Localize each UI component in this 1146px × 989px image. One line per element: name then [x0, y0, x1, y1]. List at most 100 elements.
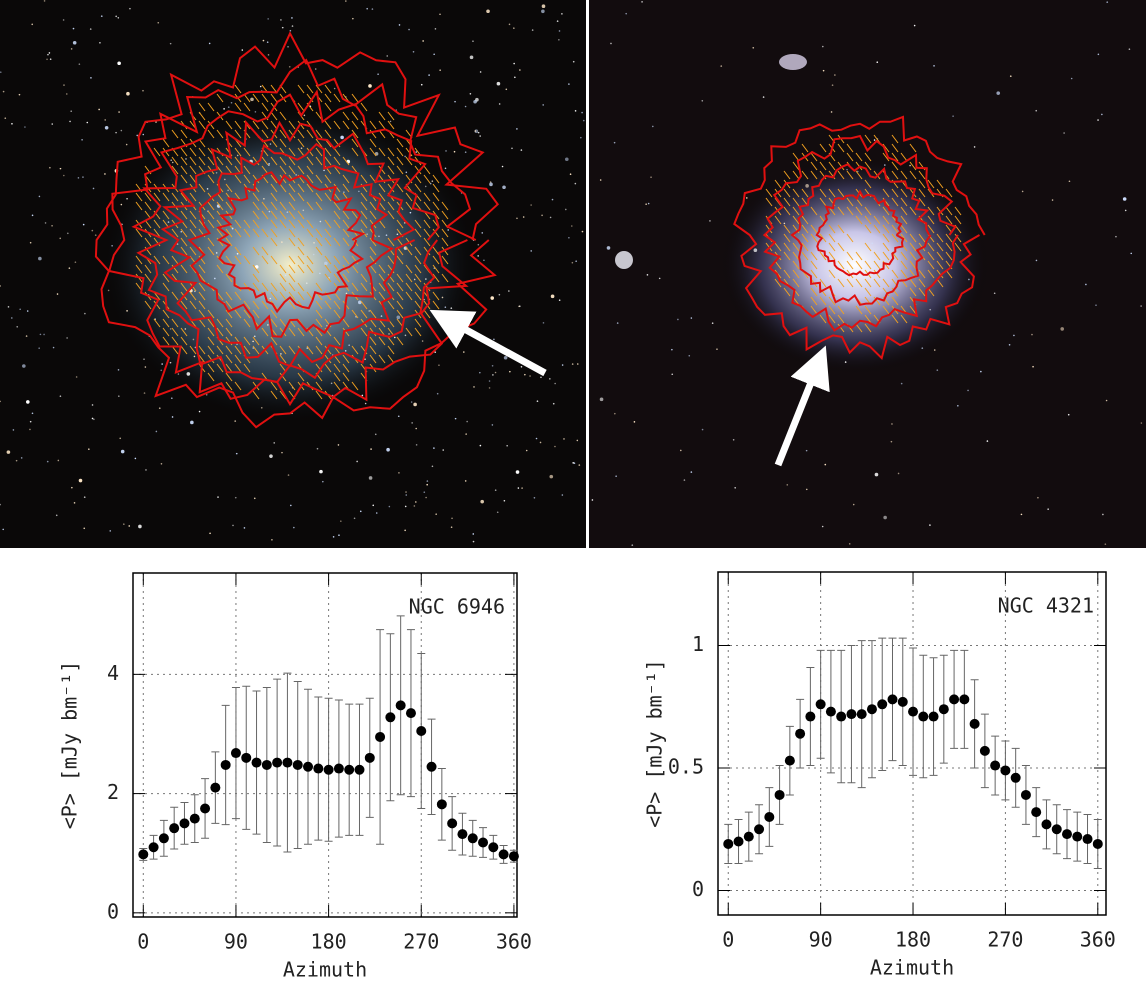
star [1122, 197, 1127, 201]
star [421, 340, 424, 342]
vector [144, 192, 152, 202]
y-tick-label: 2 [107, 780, 119, 804]
vector [792, 206, 800, 216]
vector [333, 219, 341, 229]
star [690, 317, 693, 319]
vector [864, 206, 872, 216]
star [1067, 413, 1070, 416]
vector [288, 201, 296, 211]
y-tick-label: 1 [692, 632, 704, 656]
point [508, 851, 519, 862]
vector [810, 296, 818, 306]
star [488, 387, 491, 389]
vector [180, 147, 188, 157]
star [6, 450, 11, 454]
vector [288, 237, 296, 247]
star [428, 74, 430, 76]
vector [333, 309, 341, 319]
vector [819, 188, 827, 198]
vector [819, 278, 827, 288]
vector [837, 314, 845, 324]
vector [801, 188, 809, 198]
vector [270, 336, 278, 346]
vector [270, 156, 278, 166]
point [323, 764, 334, 775]
vector [873, 224, 881, 234]
star [871, 242, 874, 245]
point [795, 728, 806, 739]
star [333, 87, 336, 90]
vector [297, 183, 305, 193]
star [439, 69, 441, 71]
star [501, 165, 504, 168]
vector [783, 242, 791, 252]
star [143, 358, 145, 361]
vector [900, 224, 908, 234]
star [78, 63, 81, 65]
vector [414, 255, 422, 265]
star [269, 143, 272, 145]
vector [396, 282, 404, 292]
star [1021, 190, 1024, 193]
star [444, 167, 447, 170]
star [613, 141, 616, 144]
star [82, 176, 84, 178]
vector [783, 269, 791, 279]
vector [810, 269, 818, 279]
star [442, 449, 445, 451]
vector [396, 255, 404, 265]
vector [180, 237, 188, 247]
star [542, 104, 544, 106]
vector [225, 255, 233, 265]
star [831, 84, 834, 86]
star [606, 246, 611, 250]
star [564, 157, 569, 162]
vector [864, 161, 872, 171]
star [524, 373, 526, 376]
x-tick-label: 270 [403, 930, 439, 954]
y-tick-label: 0 [107, 899, 119, 923]
vector [792, 161, 800, 171]
vector [162, 282, 170, 292]
vector [234, 363, 242, 373]
star [444, 306, 447, 309]
star [709, 220, 711, 222]
vector [243, 300, 251, 310]
vector [234, 147, 242, 157]
star [190, 420, 194, 425]
star [1031, 333, 1033, 336]
star [330, 382, 333, 385]
point [825, 706, 836, 717]
vector [342, 255, 350, 265]
vector [243, 102, 251, 112]
star [169, 361, 172, 364]
star [78, 478, 83, 483]
star [271, 538, 273, 541]
vector [864, 224, 872, 234]
star [580, 136, 582, 139]
vector [801, 143, 809, 153]
vector [423, 246, 431, 256]
point [743, 831, 754, 842]
vector [810, 287, 818, 297]
y-axis-label: <P> [mJy bm⁻¹] [58, 661, 82, 830]
vector [891, 143, 899, 153]
star [281, 451, 283, 454]
star [464, 105, 467, 108]
vector [189, 228, 197, 238]
vector [378, 111, 386, 121]
star [404, 505, 407, 508]
star [31, 23, 34, 26]
star [439, 13, 441, 16]
vector [801, 233, 809, 243]
vector [297, 129, 305, 139]
vector [297, 291, 305, 301]
vector [423, 282, 431, 292]
point [887, 694, 898, 705]
vector [882, 152, 890, 162]
vector [288, 255, 296, 265]
star [554, 382, 556, 385]
star [65, 93, 68, 95]
star [104, 173, 106, 175]
vector [297, 372, 305, 382]
